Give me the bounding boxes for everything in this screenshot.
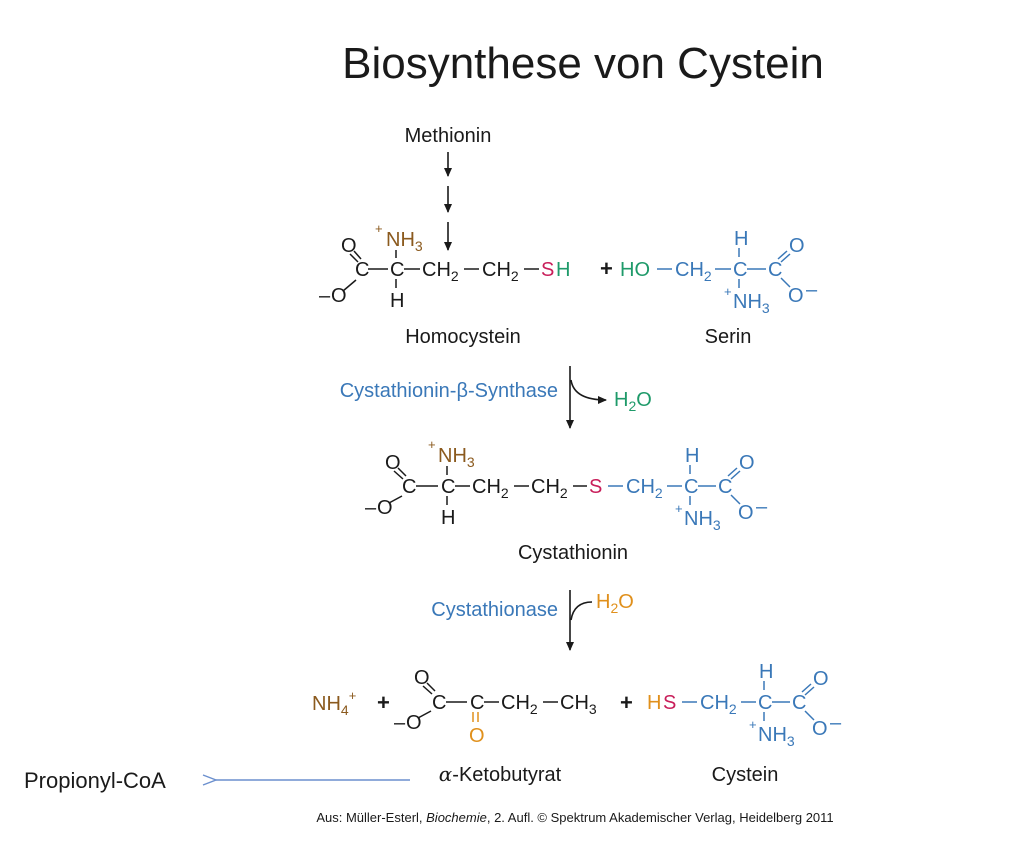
homocystein-o-top: O [341, 235, 357, 257]
ketobutyrat-o-keto: O [469, 725, 485, 747]
cystathionin-nh3-right-plus: + [675, 501, 683, 516]
serin-structure: HO CH2 H C + NH3 C O O – Serin [620, 228, 818, 348]
ketobutyrat-charge: – [394, 712, 406, 734]
cystathionin-o-top: O [385, 452, 401, 474]
ammonium: NH4+ [312, 688, 356, 718]
serin-c-alpha: C [733, 259, 747, 281]
step2-reactant-water: H2O [596, 591, 634, 616]
cystathionin-nh3-right: NH3 [684, 508, 721, 533]
homocystein-c-carboxyl: C [355, 259, 369, 281]
cystathionin-name: Cystathionin [518, 542, 628, 564]
homocystein-ch2-b: CH2 [482, 259, 519, 284]
homocystein-h: H [390, 290, 404, 312]
cystathionin-h: H [441, 507, 455, 529]
step2-side-curve [571, 602, 592, 620]
homocystein-o-bottom: O [331, 285, 347, 307]
cystein-o-top: O [813, 668, 829, 690]
step1-arrow [570, 366, 606, 428]
cystein-s: S [663, 692, 676, 714]
cystathionin-c-alpha-right: C [684, 476, 698, 498]
citation: Aus: Müller-Esterl, Biochemie, 2. Aufl. … [316, 810, 833, 825]
serin-ho: HO [620, 259, 650, 281]
cystein-nh3-plus: + [749, 717, 757, 732]
serin-nh3-plus: + [724, 284, 732, 299]
cystathionin-h-right: H [685, 445, 699, 467]
cystein-o-bottom: O [812, 718, 828, 740]
cystathionin-charge: – [365, 497, 377, 519]
step2-arrow [570, 590, 592, 650]
ketobutyrat-ch2: CH2 [501, 692, 538, 717]
cystathionin-c-carboxyl-right: C [718, 476, 732, 498]
ketobutyrat-ch3: CH3 [560, 692, 597, 717]
ketobutyrat-name: α-Ketobutyrat [439, 762, 562, 786]
homocystein-name: Homocystein [405, 326, 521, 348]
serin-name: Serin [705, 326, 752, 348]
enzyme-cystathionase: Cystathionase [431, 599, 558, 621]
cystein-c-carboxyl: C [792, 692, 806, 714]
cystathionin-c-carboxyl: C [402, 476, 416, 498]
cystein-c-alpha: C [758, 692, 772, 714]
step1-side-arrow [571, 380, 606, 400]
cystein-h: H [647, 692, 661, 714]
cystathionin-nh3-plus: + [428, 437, 436, 452]
propionyl-coa-label: Propionyl-CoA [24, 768, 166, 793]
serin-nh3: NH3 [733, 291, 770, 316]
cystein-charge: – [830, 712, 842, 734]
cystathionin-s: S [589, 476, 602, 498]
plus-sign-row1: + [600, 256, 613, 281]
serin-h: H [734, 228, 748, 250]
page-title: Biosynthese von Cystein [342, 39, 824, 88]
cystathionin-c-alpha: C [441, 476, 455, 498]
cystein-ch2: CH2 [700, 692, 737, 717]
serin-ch2: CH2 [675, 259, 712, 284]
homocystein-ch2-a: CH2 [422, 259, 459, 284]
homocystein-structure: O – O C + NH3 C H CH2 CH2 S H Homocystei… [319, 221, 570, 348]
homocystein-s: S [541, 259, 554, 281]
serin-o-top: O [789, 235, 805, 257]
methionin-label: Methionin [405, 125, 492, 147]
serin-c-carboxyl: C [768, 259, 782, 281]
cystathionin-ch2-c: CH2 [626, 476, 663, 501]
cystein-h-top: H [759, 661, 773, 683]
homocystein-charge: – [319, 285, 331, 307]
homocystein-c-alpha: C [390, 259, 404, 281]
homocystein-nh3: NH3 [386, 229, 423, 254]
ketobutyrat-o-bottom: O [406, 712, 422, 734]
cystathionin-ch2-a: CH2 [472, 476, 509, 501]
homocystein-sh-h: H [556, 259, 570, 281]
ketobutyrat-structure: O – O C C O CH2 CH3 α-Ketobutyrat [394, 667, 597, 786]
enzyme-cystathionin-beta-synthase: Cystathionin-β-Synthase [340, 380, 558, 402]
homocystein-nh3-plus: + [375, 221, 383, 236]
step1-byproduct-water: H2O [614, 389, 652, 414]
ketobutyrat-c-keto: C [470, 692, 484, 714]
cystein-nh3: NH3 [758, 724, 795, 749]
ketobutyrat-c-carboxyl: C [432, 692, 446, 714]
cystathionin-o-bottom-right: O [738, 502, 754, 524]
cystathionin-o-bottom: O [377, 497, 393, 519]
cystathionin-charge-right: – [756, 496, 768, 518]
cystein-structure: H S CH2 H C + NH3 C O O – Cystein [647, 661, 842, 786]
cystein-name: Cystein [712, 764, 779, 786]
ketobutyrat-o-top: O [414, 667, 430, 689]
cystathionin-structure: O – O C + NH3 C H CH2 CH2 S CH2 H C + NH… [365, 437, 768, 564]
serin-o-bottom: O [788, 285, 804, 307]
cystathionin-o-top-right: O [739, 452, 755, 474]
plus-sign-row3-b: + [620, 690, 633, 715]
serin-charge: – [806, 279, 818, 301]
cystathionin-nh3: NH3 [438, 445, 475, 470]
plus-sign-row3-a: + [377, 690, 390, 715]
cystathionin-ch2-b: CH2 [531, 476, 568, 501]
